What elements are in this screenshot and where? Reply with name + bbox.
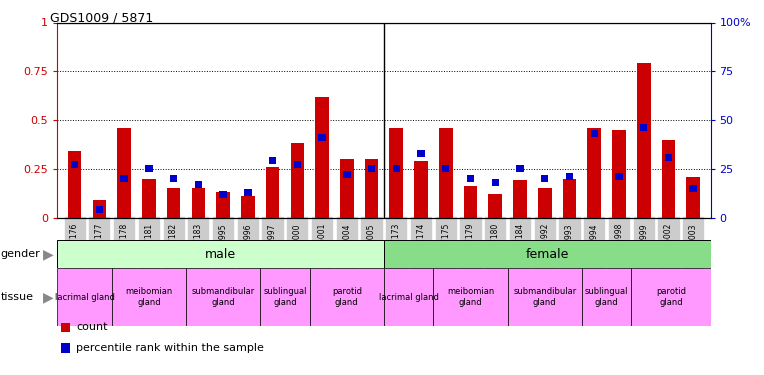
Text: GDS1009 / 5871: GDS1009 / 5871 xyxy=(50,11,153,24)
Bar xyxy=(269,158,277,165)
Bar xyxy=(343,171,351,178)
Bar xyxy=(290,143,304,218)
Bar xyxy=(467,175,474,182)
Text: gender: gender xyxy=(1,249,40,259)
Bar xyxy=(367,165,375,172)
Text: lacrimal gland: lacrimal gland xyxy=(379,292,439,302)
Bar xyxy=(507,268,582,326)
Text: submandibular
gland: submandibular gland xyxy=(192,288,254,307)
Bar xyxy=(340,159,354,218)
Bar xyxy=(57,240,384,268)
Bar xyxy=(442,165,449,172)
Bar xyxy=(145,165,153,172)
Bar xyxy=(464,186,478,218)
Text: lacrimal gland: lacrimal gland xyxy=(54,292,115,302)
Bar xyxy=(538,188,552,218)
Bar xyxy=(686,177,700,218)
Bar xyxy=(61,323,70,332)
Bar xyxy=(433,268,507,326)
Text: tissue: tissue xyxy=(1,292,34,302)
Bar xyxy=(216,192,230,217)
Text: parotid
gland: parotid gland xyxy=(332,288,362,307)
Bar xyxy=(319,134,325,141)
Text: male: male xyxy=(205,248,236,261)
Bar xyxy=(309,268,384,326)
Bar xyxy=(390,128,403,218)
Bar xyxy=(491,179,499,186)
Bar xyxy=(112,268,186,326)
Bar xyxy=(142,178,156,218)
Bar xyxy=(417,150,425,157)
Bar xyxy=(219,190,227,198)
Bar xyxy=(266,167,280,218)
Text: ▶: ▶ xyxy=(43,290,53,304)
Text: percentile rank within the sample: percentile rank within the sample xyxy=(76,343,264,353)
Bar xyxy=(662,140,675,218)
Bar xyxy=(637,63,650,217)
Bar xyxy=(293,161,301,168)
Bar xyxy=(615,173,623,180)
Bar xyxy=(631,268,711,326)
Bar xyxy=(582,268,631,326)
Text: count: count xyxy=(76,322,108,332)
Bar xyxy=(68,151,82,217)
Bar xyxy=(393,165,400,172)
Bar xyxy=(241,196,254,217)
Bar xyxy=(588,128,601,218)
Bar xyxy=(186,268,261,326)
Text: sublingual
gland: sublingual gland xyxy=(263,288,306,307)
Bar xyxy=(261,268,309,326)
Bar xyxy=(167,188,180,218)
Bar xyxy=(414,161,428,218)
Bar xyxy=(689,185,697,192)
Text: female: female xyxy=(526,248,569,261)
Bar xyxy=(61,344,70,352)
Bar xyxy=(57,268,112,326)
Text: ▶: ▶ xyxy=(43,247,53,261)
Bar xyxy=(439,128,452,218)
Bar xyxy=(513,180,527,218)
Text: parotid
gland: parotid gland xyxy=(656,288,686,307)
Bar xyxy=(384,240,711,268)
Bar xyxy=(118,128,131,218)
Text: submandibular
gland: submandibular gland xyxy=(513,288,576,307)
Bar xyxy=(121,175,128,182)
Bar xyxy=(566,173,573,180)
Bar xyxy=(562,178,576,218)
Bar xyxy=(612,130,626,218)
Bar xyxy=(244,189,251,196)
Bar xyxy=(92,200,106,217)
Bar xyxy=(541,175,549,182)
Bar xyxy=(640,124,647,131)
Bar xyxy=(195,181,202,188)
Bar xyxy=(316,97,329,218)
Bar xyxy=(488,194,502,217)
Bar xyxy=(665,153,672,160)
Text: sublingual
gland: sublingual gland xyxy=(585,288,628,307)
Bar xyxy=(384,268,433,326)
Bar xyxy=(516,165,523,172)
Bar xyxy=(364,159,378,218)
Bar xyxy=(96,206,103,213)
Bar xyxy=(170,175,177,182)
Text: meibomian
gland: meibomian gland xyxy=(447,288,494,307)
Text: meibomian
gland: meibomian gland xyxy=(125,288,173,307)
Bar xyxy=(192,188,206,218)
Bar xyxy=(71,161,79,168)
Bar xyxy=(591,130,598,137)
